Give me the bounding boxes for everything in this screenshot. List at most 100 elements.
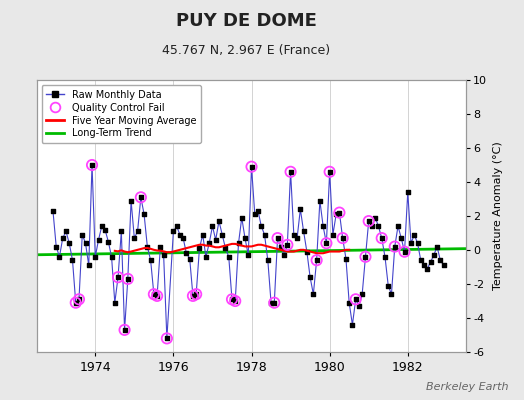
Point — [274, 235, 282, 241]
Point — [430, 252, 438, 258]
Point — [124, 276, 132, 282]
Point — [390, 243, 399, 250]
Point — [176, 232, 184, 238]
Point — [413, 240, 422, 246]
Point — [250, 211, 259, 218]
Point — [162, 335, 171, 342]
Point — [111, 300, 119, 306]
Point — [377, 235, 386, 241]
Point — [75, 296, 83, 302]
Point — [403, 189, 412, 195]
Point — [427, 259, 435, 265]
Point — [202, 254, 210, 260]
Point — [72, 300, 80, 306]
Point — [390, 243, 399, 250]
Point — [88, 162, 96, 168]
Point — [319, 223, 328, 229]
Point — [218, 232, 226, 238]
Point — [143, 243, 151, 250]
Point — [104, 238, 113, 245]
Point — [339, 235, 347, 241]
Point — [228, 296, 236, 302]
Point — [153, 293, 161, 299]
Point — [348, 322, 357, 328]
Point — [231, 298, 239, 304]
Legend: Raw Monthly Data, Quality Control Fail, Five Year Moving Average, Long-Term Tren: Raw Monthly Data, Quality Control Fail, … — [41, 85, 201, 143]
Point — [221, 245, 230, 252]
Point — [299, 228, 308, 234]
Point — [325, 169, 334, 175]
Point — [332, 211, 341, 218]
Point — [335, 210, 344, 216]
Point — [387, 291, 396, 298]
Point — [55, 254, 63, 260]
Point — [84, 262, 93, 268]
Point — [280, 252, 288, 258]
Point — [62, 228, 70, 234]
Point — [270, 300, 278, 306]
Point — [274, 235, 282, 241]
Point — [358, 291, 366, 298]
Point — [374, 223, 383, 229]
Point — [440, 262, 448, 268]
Point — [361, 254, 369, 260]
Point — [169, 228, 178, 234]
Point — [65, 240, 73, 246]
Point — [335, 210, 344, 216]
Point — [283, 242, 291, 248]
Point — [189, 293, 197, 299]
Point — [365, 218, 373, 224]
Point — [260, 232, 269, 238]
Point — [368, 223, 376, 229]
Point — [264, 257, 272, 263]
Y-axis label: Temperature Anomaly (°C): Temperature Anomaly (°C) — [493, 142, 503, 290]
Point — [293, 235, 301, 241]
Point — [228, 296, 236, 302]
Point — [394, 223, 402, 229]
Point — [296, 206, 304, 212]
Point — [205, 240, 213, 246]
Point — [241, 235, 249, 241]
Point — [231, 298, 239, 304]
Point — [140, 211, 148, 218]
Point — [420, 262, 428, 268]
Text: 45.767 N, 2.967 E (France): 45.767 N, 2.967 E (France) — [162, 44, 330, 57]
Point — [94, 237, 103, 243]
Point — [159, 252, 168, 258]
Point — [257, 223, 266, 229]
Point — [381, 254, 389, 260]
Point — [254, 208, 262, 214]
Point — [199, 232, 207, 238]
Point — [225, 254, 233, 260]
Point — [130, 235, 138, 241]
Point — [312, 257, 321, 263]
Point — [303, 248, 311, 255]
Text: PUY DE DOME: PUY DE DOME — [176, 12, 316, 30]
Point — [172, 223, 181, 229]
Point — [52, 243, 60, 250]
Point — [322, 240, 331, 246]
Point — [287, 169, 295, 175]
Point — [267, 300, 275, 306]
Point — [189, 293, 197, 299]
Point — [121, 327, 129, 333]
Point — [433, 243, 441, 250]
Point — [287, 169, 295, 175]
Point — [59, 235, 67, 241]
Point — [329, 232, 337, 238]
Point — [309, 291, 318, 298]
Point — [270, 300, 278, 306]
Point — [150, 291, 158, 298]
Point — [107, 254, 116, 260]
Point — [377, 235, 386, 241]
Point — [134, 228, 142, 234]
Point — [352, 296, 360, 302]
Point — [407, 240, 415, 246]
Point — [352, 296, 360, 302]
Point — [101, 226, 109, 233]
Point — [97, 223, 106, 229]
Point — [247, 164, 256, 170]
Point — [153, 293, 161, 299]
Point — [290, 232, 298, 238]
Point — [78, 232, 86, 238]
